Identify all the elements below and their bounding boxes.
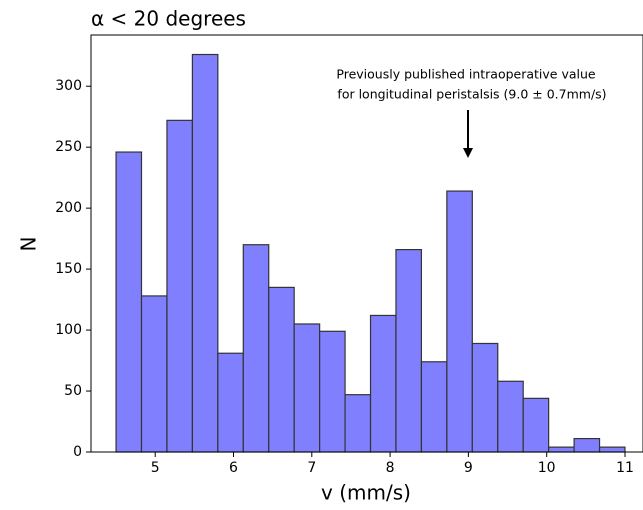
y-tick-label: 0 <box>73 444 82 460</box>
bar <box>395 248 423 453</box>
bar <box>471 342 499 453</box>
annotation: for longitudinal peristalsis (9.0 ± 0.7m… <box>337 87 606 102</box>
bar <box>191 53 219 453</box>
bar <box>548 446 575 453</box>
y-axis-label: N <box>17 237 41 252</box>
bar <box>268 286 295 453</box>
y-tick-label: 300 <box>55 78 82 94</box>
bar <box>217 352 244 453</box>
x-tick-label: 11 <box>616 460 634 476</box>
bar <box>115 151 143 453</box>
x-axis-label: v (mm/s) <box>321 481 411 505</box>
y-tick-label: 250 <box>55 139 82 155</box>
bar <box>319 330 346 453</box>
x-tick-label: 8 <box>386 460 395 476</box>
bar <box>369 314 397 453</box>
bar <box>497 380 524 453</box>
x-tick-label: 6 <box>229 460 238 476</box>
bar <box>446 190 473 453</box>
y-tick-label: 50 <box>64 383 82 399</box>
y-tick-label: 150 <box>55 261 82 277</box>
y-tick-label: 200 <box>55 200 82 216</box>
bar <box>140 295 168 453</box>
bar <box>420 361 448 453</box>
bar <box>166 119 193 453</box>
annotation-arrowhead <box>463 148 473 158</box>
bar <box>293 323 321 453</box>
annotation: Previously published intraoperative valu… <box>336 67 595 82</box>
x-tick-label: 7 <box>307 460 316 476</box>
x-tick-label: 5 <box>151 460 160 476</box>
bar <box>522 397 550 453</box>
x-tick-label: 9 <box>464 460 473 476</box>
y-tick-label: 100 <box>55 322 82 338</box>
bar <box>573 437 601 453</box>
bar <box>242 244 270 453</box>
bar <box>598 446 626 453</box>
chart-title: α < 20 degrees <box>91 7 246 31</box>
x-tick-label: 10 <box>538 460 556 476</box>
plot-frame <box>90 34 643 453</box>
bar <box>344 394 372 453</box>
